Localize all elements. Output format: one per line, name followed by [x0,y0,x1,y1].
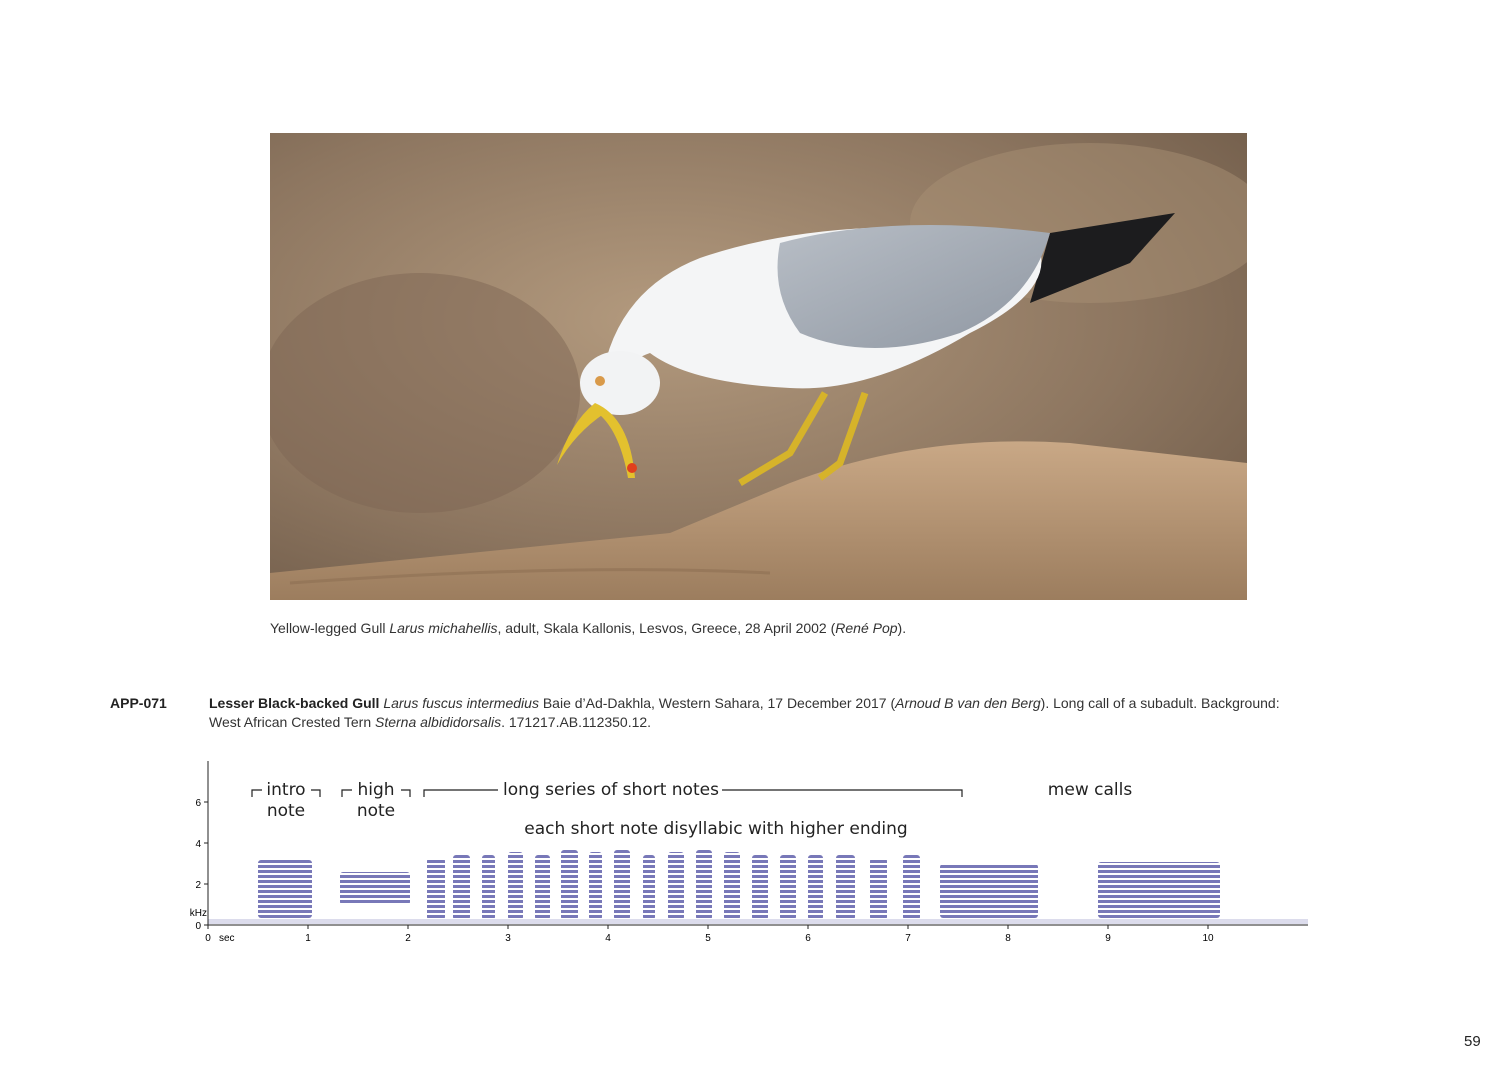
caption-text: Yellow-legged Gull [270,620,390,636]
sound-trace [482,855,495,920]
recording-part: Baie d’Ad-Dakhla, Western Sahara, 17 Dec… [538,695,896,711]
annotation: intro [266,780,305,800]
sound-trace [668,852,684,920]
sound-trace [561,850,578,920]
x-tick-label: 1 [305,933,311,944]
y-tick-label: 4 [195,839,201,850]
page-number: 59 [1464,1033,1481,1050]
sound-trace [614,850,630,920]
caption-text: René Pop [835,620,898,636]
annotation: high [357,780,394,800]
sound-trace [340,872,410,905]
photo [270,133,1247,600]
recording-part: Arnoud B van den Berg [895,695,1041,711]
sound-trace [836,855,855,920]
annotation: each short note disyllabic with higher e… [524,819,907,839]
sound-trace [643,855,655,920]
y-tick-label: 2 [195,880,201,891]
sound-trace [258,860,312,918]
caption-text: , adult, Skala Kallonis, Lesvos, Greece,… [497,620,836,636]
sound-trace [940,864,1038,918]
noise [208,919,1308,924]
recording-part: Sterna albididorsalis [375,714,502,730]
sound-trace [696,850,712,920]
sound-trace [535,855,550,920]
sound-trace [427,858,445,920]
x-tick-label: 9 [1105,933,1111,944]
sound-trace [589,852,602,920]
x-tick-label: 7 [905,933,911,944]
annotation: note [357,801,395,821]
recording-code: APP-071 [110,695,167,711]
sound-trace [870,858,887,920]
species: Lesser Black-backed Gull [209,695,380,711]
y-axis-label: kHz [190,908,207,919]
annotation: note [267,801,305,821]
x-tick-label: 5 [705,933,711,944]
caption-text: Larus michahellis [389,620,498,636]
sound-trace [724,852,740,920]
x-tick-label: 0 [205,933,211,944]
sound-trace [453,855,470,920]
x-axis-label: sec [219,933,235,944]
x-tick-label: 10 [1202,933,1214,944]
caption-text: ). [897,620,907,636]
x-tick-label: 4 [605,933,611,944]
sound-trace [1098,862,1220,918]
annotation: long series of short notes [503,780,719,800]
brackets [251,789,963,797]
x-tick-label: 2 [405,933,411,944]
recording-part: ). Long call of a subadult. Background: … [209,695,1280,730]
sound-trace [752,855,768,920]
sound-trace [903,855,920,920]
recording-part: Larus fuscus intermedius [383,695,539,711]
x-tick-label: 6 [805,933,811,944]
sound-trace [780,855,796,920]
x-tick-label: 3 [505,933,511,944]
y-tick-label: 6 [195,798,201,809]
sound-trace [508,852,523,920]
recording-text: Lesser Black-backed Gull Larus fuscus in… [209,694,1313,732]
x-tick-label: 8 [1005,933,1011,944]
y-tick-label: 0 [195,921,201,932]
spectrogram: intro note high note long series of shor… [190,761,1308,944]
photo-caption: Yellow-legged Gull Larus michahellis, ad… [270,619,906,638]
recording-part: . 171217.AB.112350.12. [501,714,652,730]
annotation: mew calls [1048,780,1133,800]
sound-trace [808,855,823,920]
